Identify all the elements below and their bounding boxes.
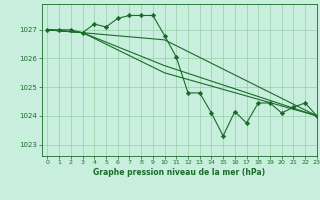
X-axis label: Graphe pression niveau de la mer (hPa): Graphe pression niveau de la mer (hPa) xyxy=(93,168,265,177)
